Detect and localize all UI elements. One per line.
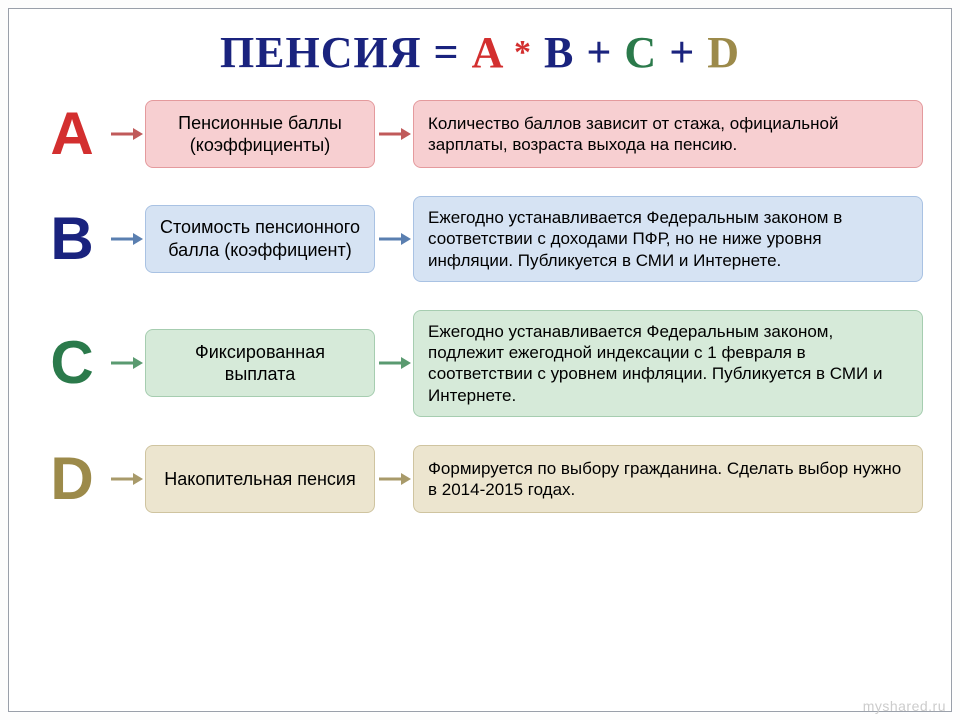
description-box: Ежегодно устанавливается Федеральным зак…: [413, 310, 923, 417]
arrow-icon: [375, 470, 413, 488]
formula-equals: =: [434, 28, 460, 77]
row-letter: В: [37, 209, 107, 269]
formula-c: C: [624, 28, 657, 77]
formula-d: D: [707, 28, 740, 77]
formula-plus1: +: [586, 28, 612, 77]
watermark: myshared.ru: [863, 698, 946, 714]
row-letter: D: [37, 449, 107, 509]
formula-plus2: +: [669, 28, 695, 77]
term-box: Фиксированная выплата: [145, 329, 375, 397]
formula-row: D Накопительная пенсия Формируется по выбо…: [37, 445, 923, 513]
formula-title: ПЕНСИЯ = A * B + C + D: [37, 27, 923, 78]
arrow-icon: [107, 470, 145, 488]
rows-container: А Пенсионные баллы (коэффициенты) Количест…: [37, 100, 923, 513]
term-box: Накопительная пенсия: [145, 445, 375, 513]
arrow-icon: [375, 354, 413, 372]
formula-b: B: [544, 28, 574, 77]
formula-row: А Пенсионные баллы (коэффициенты) Количест…: [37, 100, 923, 168]
formula-row: С Фиксированная выплата Ежегодно устанавли…: [37, 310, 923, 417]
term-box: Пенсионные баллы (коэффициенты): [145, 100, 375, 168]
row-letter: С: [37, 333, 107, 393]
row-letter: А: [37, 104, 107, 164]
arrow-icon: [107, 230, 145, 248]
formula-lhs: ПЕНСИЯ: [220, 28, 422, 77]
formula-star: *: [514, 34, 532, 71]
arrow-icon: [375, 125, 413, 143]
formula-a: A: [472, 28, 502, 77]
description-box: Количество баллов зависит от стажа, офиц…: [413, 100, 923, 168]
description-box: Ежегодно устанавливается Федеральным зак…: [413, 196, 923, 282]
diagram-frame: ПЕНСИЯ = A * B + C + D А Пенсионные баллы…: [8, 8, 952, 712]
arrow-icon: [375, 230, 413, 248]
formula-row: В Стоимость пенсионного балла (коэффициен…: [37, 196, 923, 282]
term-box: Стоимость пенсионного балла (коэффициент…: [145, 205, 375, 273]
arrow-icon: [107, 354, 145, 372]
arrow-icon: [107, 125, 145, 143]
description-box: Формируется по выбору гражданина. Сделат…: [413, 445, 923, 513]
